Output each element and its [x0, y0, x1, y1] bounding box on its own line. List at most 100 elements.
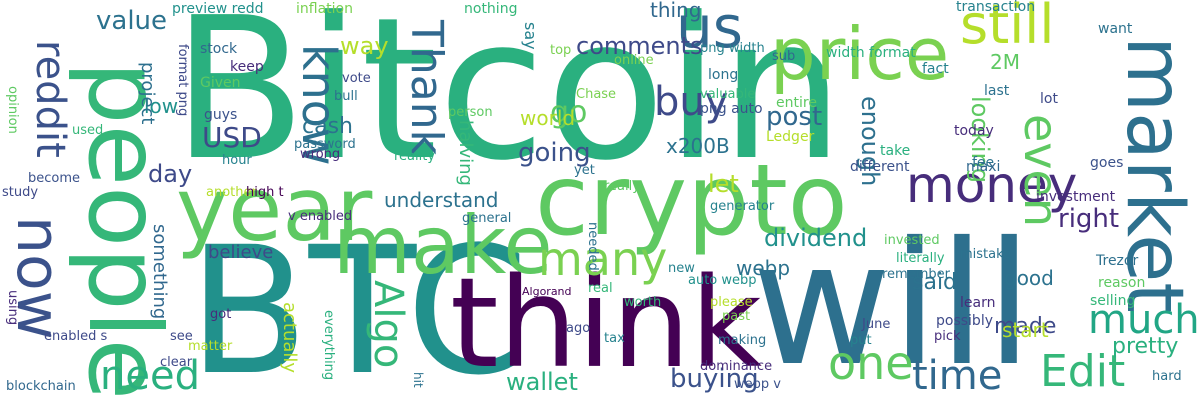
cloud-word: made: [994, 314, 1057, 339]
cloud-word: got: [210, 307, 232, 322]
cloud-word: want: [1098, 21, 1133, 37]
cloud-word: person: [448, 105, 493, 120]
cloud-word: going: [518, 138, 591, 168]
cloud-word: many: [538, 232, 668, 286]
cloud-word: mistake: [960, 247, 1012, 262]
cloud-word: invested: [884, 233, 940, 248]
cloud-word: Algo: [365, 280, 411, 369]
cloud-word: investment: [1036, 189, 1116, 205]
cloud-word: keep: [230, 59, 264, 75]
cloud-word: webp: [736, 256, 791, 280]
cloud-word: possibly: [936, 313, 993, 329]
cloud-word: cash: [302, 114, 353, 139]
cloud-word: png auto: [700, 101, 763, 117]
cloud-word: market: [1109, 36, 1199, 313]
cloud-word: believe: [208, 242, 274, 263]
cloud-word: reality: [394, 149, 436, 164]
cloud-word: everything: [321, 310, 336, 381]
cloud-word: study: [2, 185, 39, 200]
cloud-word: transaction: [956, 0, 1036, 15]
cloud-word: hour: [222, 153, 252, 168]
cloud-word: selling: [1090, 293, 1136, 309]
cloud-word: bull: [334, 89, 358, 104]
cloud-word: pretty: [1112, 334, 1179, 359]
cloud-word: fact: [922, 61, 949, 77]
cloud-word: pick: [934, 329, 961, 344]
cloud-word: comments: [576, 32, 703, 60]
cloud-word: price: [770, 12, 950, 96]
cloud-word: post: [766, 102, 823, 132]
cloud-word: sub: [772, 49, 796, 64]
cloud-word: right: [1058, 204, 1120, 234]
cloud-word: wallet: [506, 368, 578, 396]
cloud-word: format png: [175, 44, 190, 117]
cloud-word: auto webp: [688, 273, 757, 288]
cloud-word: entire: [776, 95, 817, 111]
cloud-word: thing: [650, 0, 702, 22]
cloud-word: stock: [200, 41, 238, 57]
cloud-word: understand: [384, 188, 499, 212]
cloud-word: online: [614, 53, 654, 68]
cloud-word: png width: [700, 41, 765, 56]
cloud-word: matter: [188, 339, 233, 354]
cloud-word: real: [588, 281, 613, 296]
cloud-word: let: [708, 170, 739, 198]
cloud-word: ago: [566, 321, 591, 336]
cloud-word: today: [954, 123, 994, 139]
cloud-word: said: [912, 270, 958, 295]
cloud-word: 2M: [990, 50, 1020, 74]
cloud-word: good: [1004, 266, 1054, 290]
cloud-word: top: [550, 43, 572, 58]
cloud-word: long: [708, 67, 739, 83]
cloud-word: now: [3, 216, 73, 340]
cloud-word: year: [176, 158, 373, 261]
cloud-word: maxi: [966, 159, 1001, 175]
cloud-word: world: [520, 106, 576, 130]
cloud-word: put: [850, 333, 872, 348]
cloud-word: USD: [202, 121, 262, 154]
cloud-word: BTC: [188, 209, 529, 400]
cloud-word: tax: [604, 331, 625, 346]
cloud-word: June: [862, 317, 891, 332]
cloud-word: worth: [624, 295, 662, 310]
cloud-word: hit: [411, 372, 425, 388]
cloud-word: nothing: [464, 1, 518, 17]
cloud-word: much: [1088, 297, 1200, 343]
cloud-word: Given: [200, 75, 241, 91]
cloud-word: reddit: [27, 40, 73, 158]
cloud-word: valuable: [700, 87, 756, 102]
cloud-word: know: [292, 44, 346, 166]
cloud-word: learn: [960, 295, 996, 311]
cloud-word: password: [294, 137, 356, 152]
cloud-word: something: [149, 224, 170, 320]
cloud-word: reason: [1098, 275, 1146, 291]
cloud-word: still: [960, 0, 1055, 56]
cloud-word: become: [28, 171, 81, 186]
cloud-word: past: [722, 309, 751, 324]
cloud-word: Trezor: [1096, 253, 1139, 269]
cloud-word: using: [5, 290, 20, 326]
cloud-word: last: [984, 83, 1010, 99]
cloud-word: way: [340, 32, 389, 60]
cloud-word: fee: [972, 155, 995, 171]
cloud-word: one: [828, 336, 914, 390]
cloud-word: go: [550, 95, 588, 130]
cloud-word: opinion: [5, 86, 20, 134]
cloud-word: see: [170, 329, 193, 344]
cloud-word: buying: [670, 364, 759, 394]
cloud-word: us: [676, 0, 743, 61]
cloud-word: Edit: [1040, 346, 1126, 397]
cloud-word: inflation: [296, 1, 353, 17]
cloud-word: say: [521, 22, 540, 50]
cloud-word: will: [752, 206, 1033, 400]
cloud-word: value: [96, 6, 168, 36]
cloud-word: crypto: [535, 144, 848, 258]
cloud-word: goes: [1090, 155, 1124, 171]
cloud-word: making: [718, 333, 767, 348]
cloud-word: even: [1014, 114, 1068, 227]
cloud-word: project: [137, 62, 158, 125]
cloud-word: halving: [455, 120, 476, 186]
cloud-word: yet: [574, 163, 595, 178]
cloud-word: high t: [246, 185, 284, 200]
